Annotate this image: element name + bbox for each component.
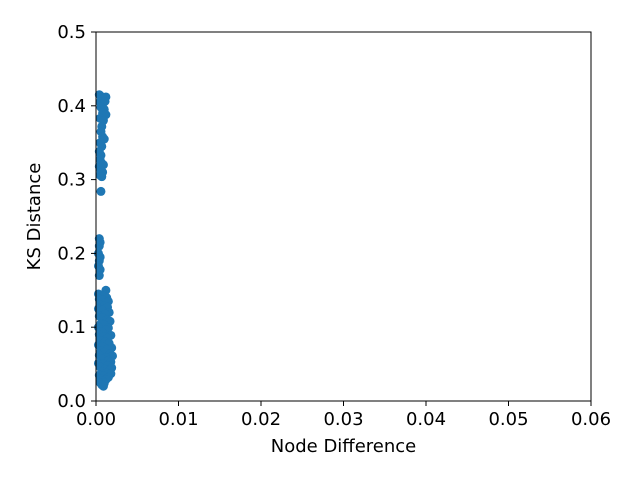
x-tick-label: 0.06	[571, 409, 611, 430]
points-layer	[93, 90, 117, 391]
data-point	[98, 381, 108, 391]
x-axis: 0.00 0.01 0.02 0.03 0.04 0.05 0.06	[76, 401, 611, 430]
plot-frame	[95, 31, 592, 402]
data-point	[96, 186, 106, 196]
data-point	[97, 172, 107, 182]
y-tick-label: 0.0	[57, 391, 86, 412]
data-point	[94, 271, 104, 281]
x-tick-label: 0.02	[241, 409, 281, 430]
y-axis: 0.0 0.1 0.2 0.3 0.4 0.5	[57, 22, 96, 412]
y-tick-label: 0.4	[57, 96, 86, 117]
y-tick-label: 0.2	[57, 243, 86, 264]
x-tick-label: 0.04	[406, 409, 446, 430]
x-axis-title: Node Difference	[271, 436, 417, 457]
data-point	[94, 241, 104, 251]
y-axis-title: KS Distance	[24, 163, 45, 271]
x-tick-label: 0.01	[158, 409, 198, 430]
y-tick-label: 0.1	[57, 317, 86, 338]
x-tick-label: 0.00	[76, 409, 116, 430]
y-tick-label: 0.3	[57, 170, 86, 191]
y-tick-label: 0.5	[57, 22, 86, 43]
x-tick-label: 0.03	[323, 409, 363, 430]
x-tick-label: 0.05	[488, 409, 528, 430]
